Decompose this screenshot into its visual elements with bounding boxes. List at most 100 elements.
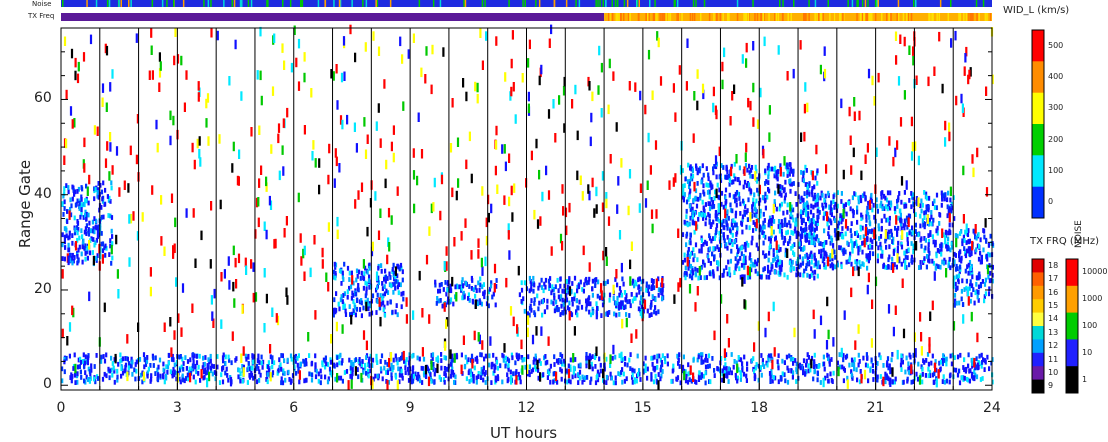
scatter-echo xyxy=(428,226,431,236)
echo-cell xyxy=(800,209,803,215)
echo-cell xyxy=(870,192,873,198)
scatter-echo xyxy=(735,154,738,164)
scatter-echo xyxy=(777,184,780,194)
echo-cell xyxy=(749,252,752,258)
echo-cell xyxy=(418,356,421,362)
echo-cell xyxy=(752,228,755,233)
scatter-echo xyxy=(327,222,330,232)
echo-cell xyxy=(688,203,691,209)
echo-cell xyxy=(206,363,209,368)
echo-cell xyxy=(770,233,773,238)
echo-cell xyxy=(67,235,70,241)
echo-cell xyxy=(866,355,869,361)
echo-cell xyxy=(657,372,660,377)
echo-cell xyxy=(775,206,778,212)
echo-cell xyxy=(715,227,718,233)
echo-cell xyxy=(931,234,934,240)
echo-cell xyxy=(440,282,443,287)
echo-cell xyxy=(656,365,659,370)
echo-cell xyxy=(683,252,686,258)
echo-cell xyxy=(982,228,985,233)
echo-cell xyxy=(724,204,727,209)
echo-cell xyxy=(740,262,744,268)
scatter-echo xyxy=(825,340,829,350)
echo-cell xyxy=(746,217,749,222)
echo-cell xyxy=(450,288,453,294)
echo-cell xyxy=(65,355,68,361)
echo-cell xyxy=(110,367,113,373)
echo-cell xyxy=(769,243,772,249)
echo-cell xyxy=(718,275,721,281)
scatter-echo xyxy=(238,149,241,159)
scatter-echo xyxy=(889,377,892,387)
echo-cell xyxy=(684,275,687,281)
echo-cell xyxy=(941,358,944,363)
echo-cell xyxy=(806,183,809,189)
scatter-echo xyxy=(620,158,623,168)
echo-cell xyxy=(328,366,332,372)
echo-cell xyxy=(786,229,789,235)
echo-cell xyxy=(65,227,68,233)
scatter-echo xyxy=(420,67,423,78)
echo-cell xyxy=(741,217,744,223)
echo-cell xyxy=(971,283,974,289)
echo-cell xyxy=(544,277,548,283)
echo-cell xyxy=(930,221,933,227)
echo-cell xyxy=(753,262,756,268)
echo-cell xyxy=(482,291,485,297)
echo-cell xyxy=(561,288,564,294)
echo-cell xyxy=(846,240,849,246)
scatter-echo xyxy=(295,57,298,68)
echo-cell xyxy=(314,353,317,359)
echo-cell xyxy=(342,305,345,310)
scatter-echo xyxy=(793,327,796,338)
echo-cell xyxy=(767,353,771,359)
echo-cell xyxy=(704,202,707,207)
echo-cell xyxy=(172,357,175,363)
scatter-echo xyxy=(445,246,448,256)
echo-cell xyxy=(569,357,572,363)
echo-cell xyxy=(206,370,209,375)
echo-cell xyxy=(450,372,453,378)
echo-cell xyxy=(715,216,718,222)
echo-cell xyxy=(806,190,809,195)
echo-cell xyxy=(774,165,777,171)
echo-cell xyxy=(166,369,169,375)
scatter-echo xyxy=(210,201,213,211)
echo-cell xyxy=(278,357,281,363)
echo-cell xyxy=(741,214,745,220)
echo-cell xyxy=(421,380,424,385)
echo-cell xyxy=(320,374,323,380)
echo-cell xyxy=(561,297,564,303)
echo-cell xyxy=(638,276,641,282)
scatter-echo xyxy=(944,234,947,245)
noise-tick xyxy=(95,0,98,7)
echo-cell xyxy=(284,377,287,383)
echo-cell xyxy=(81,186,84,192)
echo-cell xyxy=(833,249,836,255)
scatter-echo xyxy=(465,91,468,102)
echo-cell xyxy=(746,366,749,372)
echo-cell xyxy=(786,163,789,169)
echo-cell xyxy=(945,356,948,362)
echo-cell xyxy=(954,233,957,238)
echo-cell xyxy=(85,216,88,222)
echo-cell xyxy=(748,274,752,280)
echo-cell xyxy=(737,355,740,360)
echo-cell xyxy=(390,376,393,381)
scatter-echo xyxy=(501,144,504,154)
scatter-echo xyxy=(351,275,354,285)
echo-cell xyxy=(868,229,871,234)
echo-cell xyxy=(129,363,132,369)
scatter-echo xyxy=(99,249,102,260)
echo-cell xyxy=(868,215,871,220)
scatter-echo xyxy=(688,284,692,294)
echo-cell xyxy=(340,360,343,366)
echo-cell xyxy=(383,276,386,282)
echo-cell xyxy=(876,377,879,383)
echo-cell xyxy=(702,373,705,379)
echo-cell xyxy=(708,363,711,369)
echo-cell xyxy=(485,301,489,307)
echo-cell xyxy=(750,213,753,219)
echo-cell xyxy=(974,290,977,296)
